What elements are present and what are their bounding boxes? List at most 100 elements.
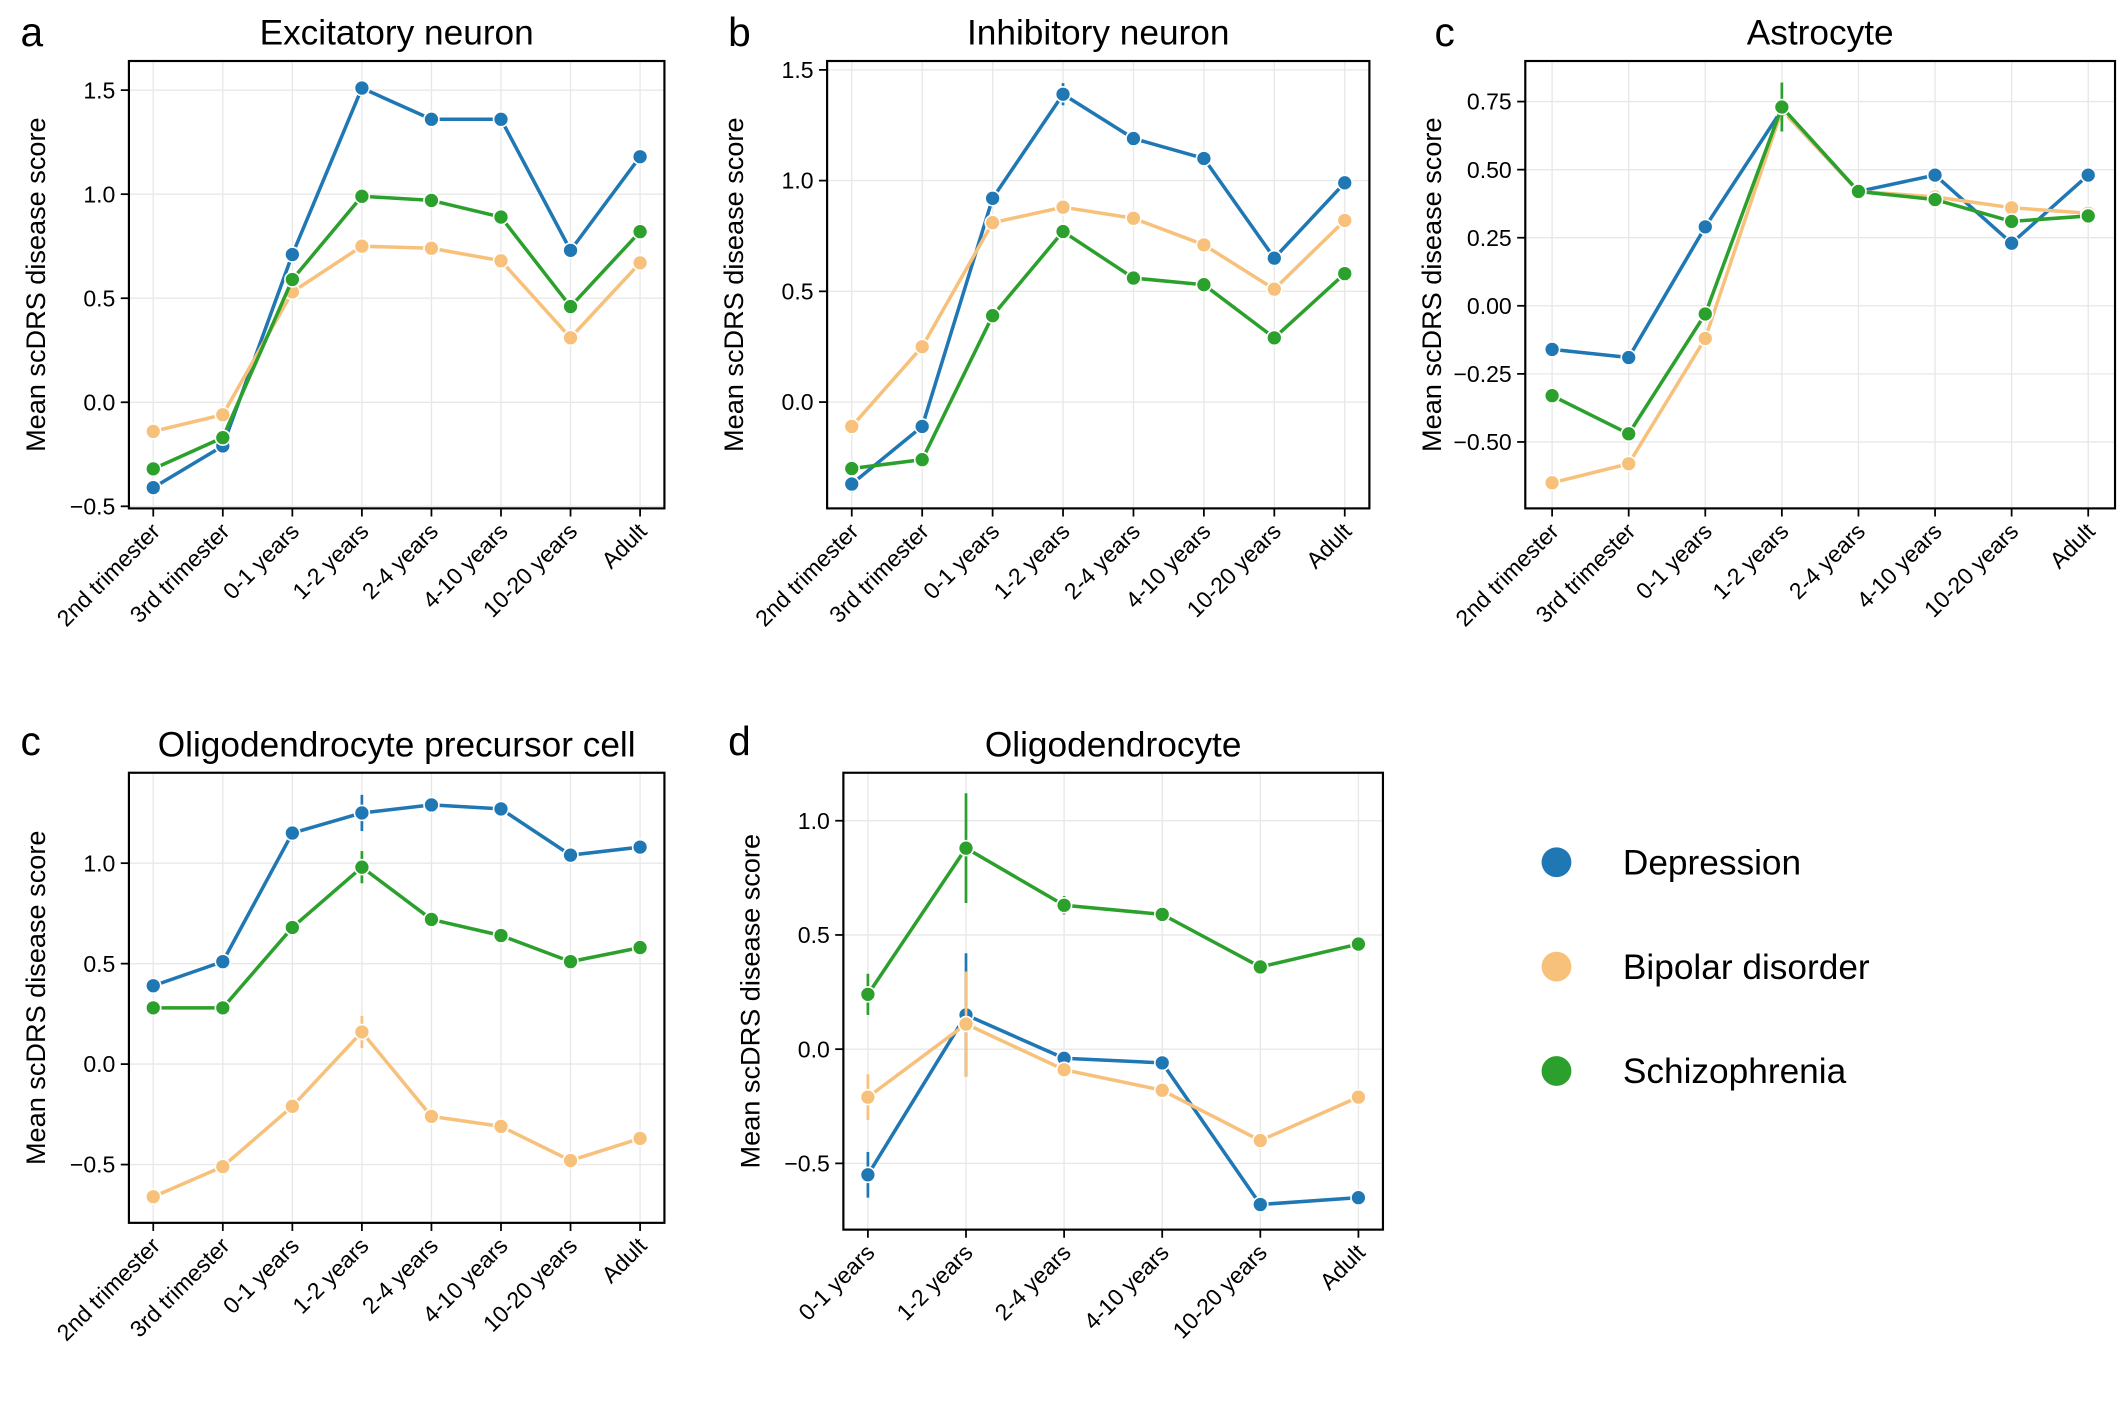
data-point [859, 1166, 877, 1184]
chart-title: Oligodendrocyte precursor cell [158, 725, 636, 764]
series-line [152, 803, 641, 988]
x-tick-label: Adult [2044, 518, 2100, 574]
x-tick-label: 0-1 years [918, 518, 1004, 604]
data-point [423, 240, 440, 257]
y-tick-label: 1.0 [782, 168, 814, 194]
series-line [1551, 105, 2089, 436]
data-point [284, 246, 301, 263]
x-tick-label: Adult [596, 1232, 652, 1288]
data-point [984, 214, 1001, 231]
data-point [2003, 199, 2020, 217]
data-point [859, 1088, 877, 1106]
y-tick-label: 0.5 [83, 951, 115, 977]
data-point [284, 824, 301, 842]
data-point [492, 800, 510, 818]
data-point [957, 839, 975, 857]
data-point [1336, 212, 1354, 229]
data-point [562, 242, 579, 259]
data-point [214, 429, 232, 446]
data-point [843, 475, 861, 493]
data-point [631, 1130, 649, 1147]
data-point [1620, 349, 1637, 366]
chart-title: Oligodendrocyte [985, 725, 1242, 764]
panel-label: a [20, 9, 43, 55]
chart-title: Inhibitory neuron [967, 14, 1229, 53]
data-point [1620, 425, 1637, 443]
data-point [562, 298, 579, 315]
y-tick-label: 0.0 [83, 389, 115, 415]
data-point [1125, 130, 1142, 147]
data-point [1543, 474, 1561, 492]
data-point [284, 919, 301, 936]
data-point [492, 111, 510, 128]
panel-label: d [728, 718, 751, 764]
data-point [562, 846, 579, 864]
y-tick-label: 1.5 [782, 57, 814, 83]
x-tick-label: Adult [596, 518, 652, 574]
data-point [423, 911, 440, 928]
data-point [353, 804, 371, 822]
data-point [353, 858, 371, 876]
series-line [152, 244, 642, 434]
data-point [353, 79, 371, 97]
data-point [957, 1015, 975, 1033]
data-point [631, 148, 649, 165]
data-point [214, 1158, 232, 1175]
data-point [1195, 150, 1213, 167]
data-point [1773, 98, 1791, 116]
data-point [562, 953, 579, 970]
data-point [1350, 1088, 1367, 1106]
y-tick-label: 1.5 [83, 77, 115, 103]
data-point [144, 1188, 162, 1205]
data-point [492, 208, 510, 226]
y-axis-label: Mean scDRS disease score [20, 831, 51, 1165]
data-point [1252, 1196, 1269, 1213]
legend-label: Depression [1623, 843, 1801, 882]
data-point [353, 187, 371, 205]
axes-frame [127, 59, 666, 510]
y-tick-label: 1.0 [83, 181, 115, 207]
y-tick-label: 0.0 [798, 1036, 830, 1062]
data-point [214, 406, 232, 424]
x-tick-label: 2-4 years [990, 1239, 1076, 1325]
data-point [284, 271, 301, 288]
axes-frame [842, 771, 1385, 1231]
data-point [859, 986, 877, 1003]
data-point [1054, 85, 1072, 103]
x-tick-label: 10-20 years [1168, 1239, 1272, 1343]
chart-title: Excitatory neuron [260, 14, 534, 53]
y-tick-label: 0.0 [83, 1051, 115, 1077]
data-point [214, 953, 232, 970]
data-point [1153, 1082, 1171, 1099]
x-tick-label: Adult [1315, 1239, 1371, 1295]
data-point [1543, 341, 1561, 358]
data-point [353, 1023, 371, 1041]
data-point [1336, 265, 1354, 282]
data-point [214, 999, 232, 1017]
data-point [1153, 1054, 1171, 1072]
data-point [1266, 249, 1283, 267]
data-point [492, 1118, 510, 1135]
data-point [1195, 236, 1213, 254]
legend-marker [1541, 1056, 1572, 1086]
data-point [1620, 455, 1637, 473]
data-point [423, 192, 440, 209]
series-line [866, 1022, 1360, 1143]
legend-marker [1541, 847, 1572, 878]
y-axis-label: Mean scDRS disease score [1416, 117, 1447, 451]
data-point [843, 460, 861, 477]
y-tick-label: −0.5 [784, 1151, 829, 1177]
series-line [851, 229, 1346, 471]
data-point [1055, 896, 1073, 914]
y-axis-label: Mean scDRS disease score [20, 117, 51, 452]
y-tick-label: 0.5 [83, 285, 115, 311]
data-point [631, 254, 649, 272]
x-tick-label: 1-2 years [988, 518, 1074, 604]
data-point [1697, 218, 1714, 236]
data-point [144, 460, 162, 478]
data-point [492, 927, 510, 944]
y-tick-label: −0.5 [70, 493, 115, 519]
